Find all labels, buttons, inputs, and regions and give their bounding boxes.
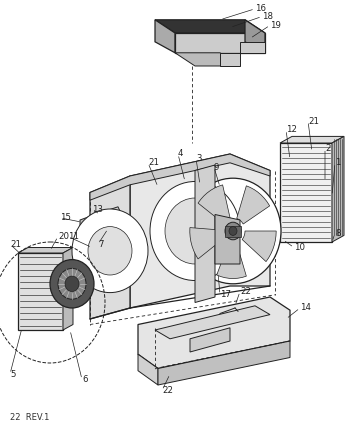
Text: 18: 18 bbox=[262, 12, 273, 21]
Text: 3: 3 bbox=[196, 154, 202, 163]
Polygon shape bbox=[80, 214, 95, 244]
Polygon shape bbox=[138, 354, 158, 385]
Text: 10: 10 bbox=[294, 243, 305, 252]
Polygon shape bbox=[155, 20, 265, 33]
Polygon shape bbox=[90, 176, 130, 319]
Circle shape bbox=[65, 276, 79, 291]
Circle shape bbox=[88, 227, 132, 275]
Text: 7: 7 bbox=[98, 240, 104, 249]
Polygon shape bbox=[63, 248, 73, 330]
Polygon shape bbox=[18, 248, 73, 253]
Polygon shape bbox=[215, 214, 240, 264]
Circle shape bbox=[225, 222, 241, 240]
Circle shape bbox=[50, 260, 94, 308]
Text: 13: 13 bbox=[92, 205, 103, 214]
Polygon shape bbox=[280, 143, 332, 242]
Polygon shape bbox=[198, 185, 230, 223]
Polygon shape bbox=[225, 226, 241, 236]
Text: 1: 1 bbox=[335, 158, 341, 167]
Circle shape bbox=[150, 181, 240, 281]
Circle shape bbox=[185, 178, 281, 284]
Polygon shape bbox=[155, 306, 270, 339]
Text: 8: 8 bbox=[335, 229, 341, 238]
Polygon shape bbox=[280, 136, 344, 143]
Polygon shape bbox=[237, 186, 270, 224]
Text: 16: 16 bbox=[255, 4, 266, 13]
Text: 4: 4 bbox=[178, 149, 183, 158]
Text: 14: 14 bbox=[300, 303, 311, 312]
Text: 21: 21 bbox=[10, 240, 21, 249]
Circle shape bbox=[165, 198, 225, 264]
Polygon shape bbox=[175, 33, 265, 53]
Text: 21: 21 bbox=[308, 117, 319, 126]
Text: 5: 5 bbox=[10, 369, 15, 378]
Polygon shape bbox=[130, 154, 270, 308]
Text: 2: 2 bbox=[325, 144, 330, 153]
Text: 19: 19 bbox=[270, 21, 281, 30]
Polygon shape bbox=[190, 328, 230, 352]
Text: 15: 15 bbox=[60, 213, 71, 222]
Polygon shape bbox=[195, 165, 215, 302]
Polygon shape bbox=[220, 42, 265, 66]
Text: 22: 22 bbox=[162, 386, 173, 395]
Polygon shape bbox=[217, 243, 246, 278]
Polygon shape bbox=[158, 341, 290, 385]
Polygon shape bbox=[242, 231, 276, 262]
Text: 11: 11 bbox=[68, 232, 79, 241]
Polygon shape bbox=[245, 20, 265, 53]
Polygon shape bbox=[95, 207, 122, 240]
Text: 22: 22 bbox=[240, 287, 251, 296]
Text: 20: 20 bbox=[58, 232, 69, 241]
Text: 21: 21 bbox=[148, 158, 159, 167]
Polygon shape bbox=[332, 136, 344, 242]
Text: 12: 12 bbox=[286, 125, 297, 134]
Text: 6: 6 bbox=[82, 375, 88, 384]
Text: 22  REV.1: 22 REV.1 bbox=[10, 413, 49, 422]
Polygon shape bbox=[90, 154, 270, 200]
Polygon shape bbox=[18, 253, 63, 330]
Circle shape bbox=[72, 209, 148, 293]
Circle shape bbox=[58, 269, 86, 299]
Polygon shape bbox=[138, 297, 290, 369]
Polygon shape bbox=[175, 53, 240, 66]
Text: 9: 9 bbox=[214, 163, 219, 172]
Polygon shape bbox=[190, 228, 223, 259]
Circle shape bbox=[229, 227, 237, 236]
Polygon shape bbox=[155, 20, 175, 53]
Text: 17: 17 bbox=[220, 290, 231, 299]
